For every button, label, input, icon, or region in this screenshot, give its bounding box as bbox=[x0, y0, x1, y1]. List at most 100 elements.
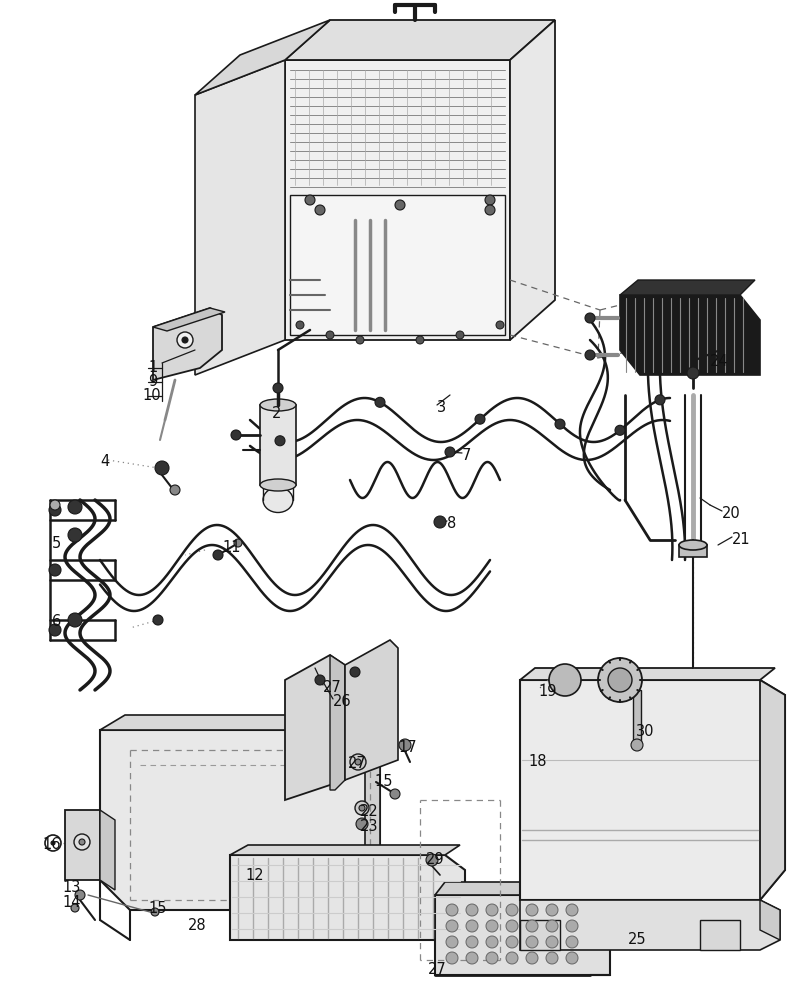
Circle shape bbox=[565, 920, 577, 932]
Circle shape bbox=[415, 336, 423, 344]
Circle shape bbox=[565, 952, 577, 964]
Circle shape bbox=[325, 331, 333, 339]
Circle shape bbox=[354, 801, 368, 815]
Polygon shape bbox=[285, 60, 509, 340]
Circle shape bbox=[169, 485, 180, 495]
Text: 22: 22 bbox=[359, 804, 378, 819]
Text: 15: 15 bbox=[374, 774, 392, 789]
Circle shape bbox=[152, 615, 163, 625]
Polygon shape bbox=[620, 280, 754, 295]
Bar bbox=[633, 690, 640, 745]
Circle shape bbox=[445, 920, 457, 932]
Circle shape bbox=[484, 195, 495, 205]
Polygon shape bbox=[152, 308, 225, 331]
Polygon shape bbox=[345, 640, 397, 780]
Circle shape bbox=[68, 528, 82, 542]
Circle shape bbox=[445, 936, 457, 948]
Text: 29: 29 bbox=[426, 852, 444, 867]
Circle shape bbox=[182, 337, 188, 343]
Circle shape bbox=[466, 920, 478, 932]
Polygon shape bbox=[285, 20, 554, 60]
Circle shape bbox=[565, 904, 577, 916]
Bar bbox=[699, 920, 739, 950]
Circle shape bbox=[354, 759, 361, 765]
Polygon shape bbox=[519, 900, 779, 950]
Polygon shape bbox=[329, 655, 345, 790]
Circle shape bbox=[456, 331, 463, 339]
Polygon shape bbox=[509, 20, 554, 340]
Polygon shape bbox=[100, 730, 380, 910]
Circle shape bbox=[445, 952, 457, 964]
Circle shape bbox=[350, 754, 366, 770]
Text: 12: 12 bbox=[245, 868, 264, 883]
Circle shape bbox=[526, 952, 538, 964]
Circle shape bbox=[565, 936, 577, 948]
Circle shape bbox=[686, 367, 698, 379]
Circle shape bbox=[505, 952, 517, 964]
Circle shape bbox=[305, 195, 315, 205]
Text: 10: 10 bbox=[142, 388, 161, 403]
Circle shape bbox=[554, 419, 564, 429]
Ellipse shape bbox=[678, 540, 706, 550]
Circle shape bbox=[51, 841, 55, 845]
Text: 19: 19 bbox=[538, 684, 556, 700]
Circle shape bbox=[275, 436, 285, 446]
Circle shape bbox=[505, 904, 517, 916]
Bar bbox=[260, 405, 296, 485]
Circle shape bbox=[496, 321, 504, 329]
Circle shape bbox=[486, 936, 497, 948]
Ellipse shape bbox=[260, 479, 296, 491]
Circle shape bbox=[614, 425, 624, 435]
Text: 14: 14 bbox=[62, 895, 80, 910]
Circle shape bbox=[526, 904, 538, 916]
Polygon shape bbox=[340, 730, 380, 910]
Circle shape bbox=[79, 839, 85, 845]
Polygon shape bbox=[195, 20, 329, 95]
Circle shape bbox=[526, 936, 538, 948]
Circle shape bbox=[545, 952, 557, 964]
Text: 25: 25 bbox=[627, 932, 646, 947]
Circle shape bbox=[49, 504, 61, 516]
Polygon shape bbox=[519, 680, 784, 900]
Polygon shape bbox=[519, 668, 774, 680]
Polygon shape bbox=[620, 295, 759, 375]
Circle shape bbox=[315, 675, 324, 685]
Text: 26: 26 bbox=[333, 694, 351, 710]
Circle shape bbox=[486, 920, 497, 932]
Text: 21: 21 bbox=[731, 532, 749, 548]
Polygon shape bbox=[435, 895, 609, 975]
Circle shape bbox=[486, 904, 497, 916]
Polygon shape bbox=[435, 882, 599, 895]
Circle shape bbox=[398, 739, 410, 751]
Polygon shape bbox=[100, 810, 115, 890]
Text: 23: 23 bbox=[359, 819, 378, 834]
Polygon shape bbox=[65, 810, 100, 880]
Text: 15: 15 bbox=[148, 901, 166, 916]
Text: 30: 30 bbox=[635, 724, 654, 740]
Circle shape bbox=[296, 321, 303, 329]
Circle shape bbox=[545, 920, 557, 932]
Circle shape bbox=[466, 952, 478, 964]
Circle shape bbox=[486, 952, 497, 964]
Circle shape bbox=[272, 383, 283, 393]
Circle shape bbox=[177, 332, 193, 348]
Text: 7: 7 bbox=[461, 448, 471, 464]
Bar bbox=[678, 545, 706, 557]
Circle shape bbox=[49, 564, 61, 576]
Circle shape bbox=[505, 920, 517, 932]
Circle shape bbox=[597, 658, 642, 702]
Ellipse shape bbox=[263, 488, 293, 512]
Bar bbox=[519, 920, 560, 950]
Circle shape bbox=[151, 908, 159, 916]
Circle shape bbox=[630, 739, 642, 751]
Text: 13: 13 bbox=[62, 880, 80, 895]
Circle shape bbox=[474, 414, 484, 424]
Circle shape bbox=[350, 667, 359, 677]
Circle shape bbox=[394, 200, 405, 210]
Circle shape bbox=[71, 904, 79, 912]
Polygon shape bbox=[152, 308, 221, 380]
Circle shape bbox=[433, 516, 445, 528]
Text: 3: 3 bbox=[436, 400, 445, 416]
Text: 18: 18 bbox=[527, 754, 546, 770]
Circle shape bbox=[234, 539, 242, 547]
